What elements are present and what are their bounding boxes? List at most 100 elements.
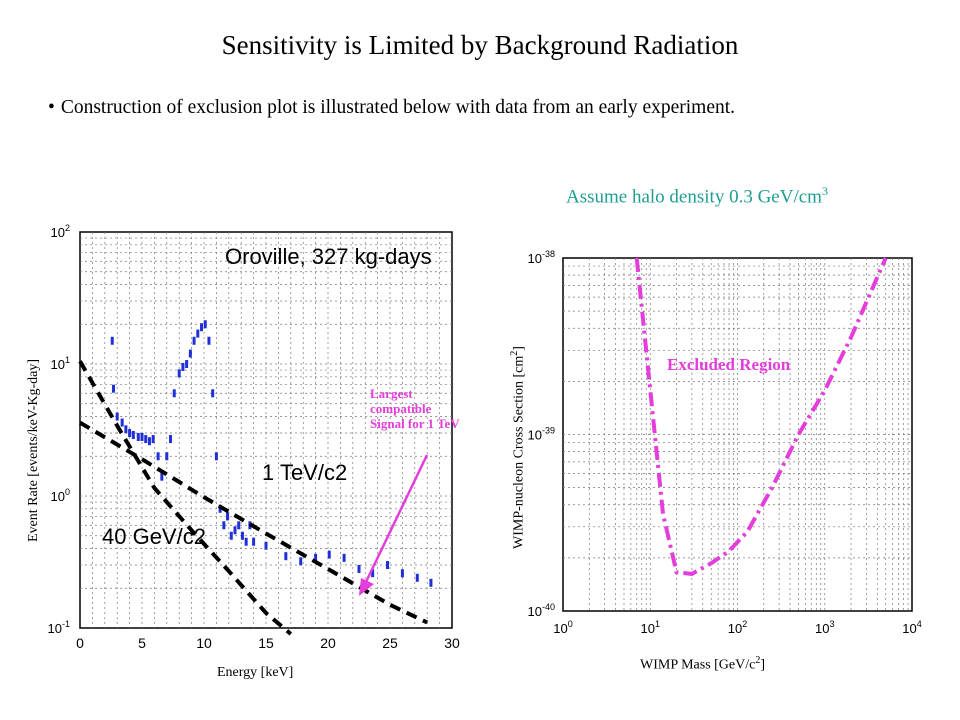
data-point xyxy=(192,336,196,345)
signal-arrow-shaft xyxy=(363,454,429,585)
data-point xyxy=(244,537,248,546)
left-y-tick-label-exp: 1 xyxy=(65,355,70,365)
right-y-tick-label-base: 10 xyxy=(528,428,542,443)
data-point xyxy=(124,425,128,434)
data-point xyxy=(226,512,230,521)
data-point xyxy=(140,432,144,441)
left-y-tick-label: 10-1 xyxy=(48,619,70,636)
left-x-tick-label: 15 xyxy=(258,635,274,651)
right-x-tick-label-base: 10 xyxy=(902,621,916,636)
right-x-tick-label: 100 xyxy=(553,619,572,636)
data-point xyxy=(284,552,288,561)
data-point xyxy=(165,452,169,461)
data-point xyxy=(357,564,361,573)
signal-annotation-line: compatible xyxy=(370,401,432,416)
right-xlabel-sup: 2 xyxy=(755,655,761,666)
right-y-tick-label-base: 10 xyxy=(528,604,542,619)
data-point xyxy=(342,553,346,562)
right-ylabel-end: ] xyxy=(511,346,527,351)
right-x-tick-label: 102 xyxy=(728,619,747,636)
data-point xyxy=(110,336,114,345)
right-x-tick-label-exp: 1 xyxy=(655,619,660,629)
signal-annotation-line: Signal for 1 TeV xyxy=(370,416,460,431)
right-y-tick-label-exp: -39 xyxy=(542,426,555,436)
excluded-region-label: Excluded Region xyxy=(667,355,791,374)
right-x-tick-label-base: 10 xyxy=(553,621,567,636)
right-x-tick-label-exp: 2 xyxy=(742,619,747,629)
left-chart-title: Oroville, 327 kg-days xyxy=(225,244,432,269)
right-x-tick-label: 103 xyxy=(815,619,834,636)
left-x-tick-label: 5 xyxy=(138,635,146,651)
right-x-tick-label-exp: 4 xyxy=(917,619,922,629)
bullet-label: Construction of exclusion plot is illust… xyxy=(60,97,736,118)
right-xlabel-text: WIMP Mass [GeV/c xyxy=(640,657,756,673)
left-y-tick-label-exp: -1 xyxy=(62,619,70,629)
left-x-tick-label: 10 xyxy=(196,635,212,651)
data-point xyxy=(240,531,244,540)
right-y-tick-label-exp: -38 xyxy=(542,249,555,259)
data-point xyxy=(196,329,200,338)
data-point xyxy=(128,429,132,438)
left-y-tick-label: 100 xyxy=(51,487,70,504)
left-x-tick-label: 0 xyxy=(76,635,84,651)
data-point xyxy=(327,550,331,559)
data-point xyxy=(185,360,189,368)
signal-arrow-head xyxy=(359,578,374,596)
right-xlabel-end: ] xyxy=(760,657,766,673)
left-y-tick-label: 102 xyxy=(51,223,70,240)
curve-1tev xyxy=(78,420,429,625)
data-point xyxy=(400,569,404,578)
curve-label-1tev: 1 TeV/c2 xyxy=(262,460,347,485)
left-x-tick-label: 30 xyxy=(444,635,460,651)
right-y-tick-label: 10-38 xyxy=(528,249,555,266)
data-point xyxy=(314,553,318,562)
curve-label-40gev: 40 GeV/c2 xyxy=(102,524,206,549)
slide-title: Sensitivity is Limited by Background Rad… xyxy=(221,30,739,60)
data-point xyxy=(222,521,226,530)
data-point xyxy=(252,537,256,546)
halo-density-note: Assume halo density 0.3 GeV/cm3 xyxy=(566,184,828,208)
data-point xyxy=(207,336,211,345)
data-point xyxy=(169,435,173,444)
data-point xyxy=(131,430,135,439)
left-x-axis-label: Energy [keV] xyxy=(217,665,294,680)
signal-annotation: Largest compatible Signal for 1 TeV xyxy=(370,386,460,431)
data-point xyxy=(429,578,433,587)
left-y-tick-label-base: 10 xyxy=(51,489,65,504)
right-ylabel-sup: 2 xyxy=(509,350,520,356)
data-point xyxy=(415,573,419,582)
right-y-tick-label: 10-40 xyxy=(528,602,555,619)
left-y-axis-label: Event Rate [events/keV-Kg-day] xyxy=(26,359,41,542)
right-x-tick-label-base: 10 xyxy=(728,621,742,636)
data-point xyxy=(177,369,181,378)
left-y-tick-label-base: 10 xyxy=(48,621,62,636)
data-point xyxy=(200,323,204,332)
data-point xyxy=(136,432,140,441)
left-x-tick-label: 25 xyxy=(382,635,398,651)
right-ylabel-text: WIMP-nucleon Cross Section [cm xyxy=(511,355,527,549)
data-point xyxy=(151,435,155,444)
data-point xyxy=(111,384,115,393)
bullet-dot: • xyxy=(48,97,55,118)
right-x-tick-label: 101 xyxy=(641,619,660,636)
right-x-tick-label-exp: 3 xyxy=(829,619,834,629)
data-point xyxy=(371,569,375,578)
data-point xyxy=(299,557,303,566)
data-point xyxy=(120,418,124,427)
data-point xyxy=(233,526,237,535)
bullet-text: • Construction of exclusion plot is illus… xyxy=(48,97,735,119)
data-point xyxy=(386,561,390,570)
data-point xyxy=(181,362,185,371)
right-y-tick-label: 10-39 xyxy=(528,426,555,443)
data-point xyxy=(264,541,268,550)
data-point xyxy=(229,531,233,540)
left-y-tick-label-exp: 2 xyxy=(65,223,70,233)
left-y-tick-label-base: 10 xyxy=(51,225,65,240)
data-point xyxy=(160,472,164,481)
right-y-axis-label: WIMP-nucleon Cross Section [cm2] xyxy=(509,346,528,549)
signal-annotation-line: Largest xyxy=(370,386,413,401)
data-point xyxy=(211,389,215,398)
data-point xyxy=(188,349,192,358)
